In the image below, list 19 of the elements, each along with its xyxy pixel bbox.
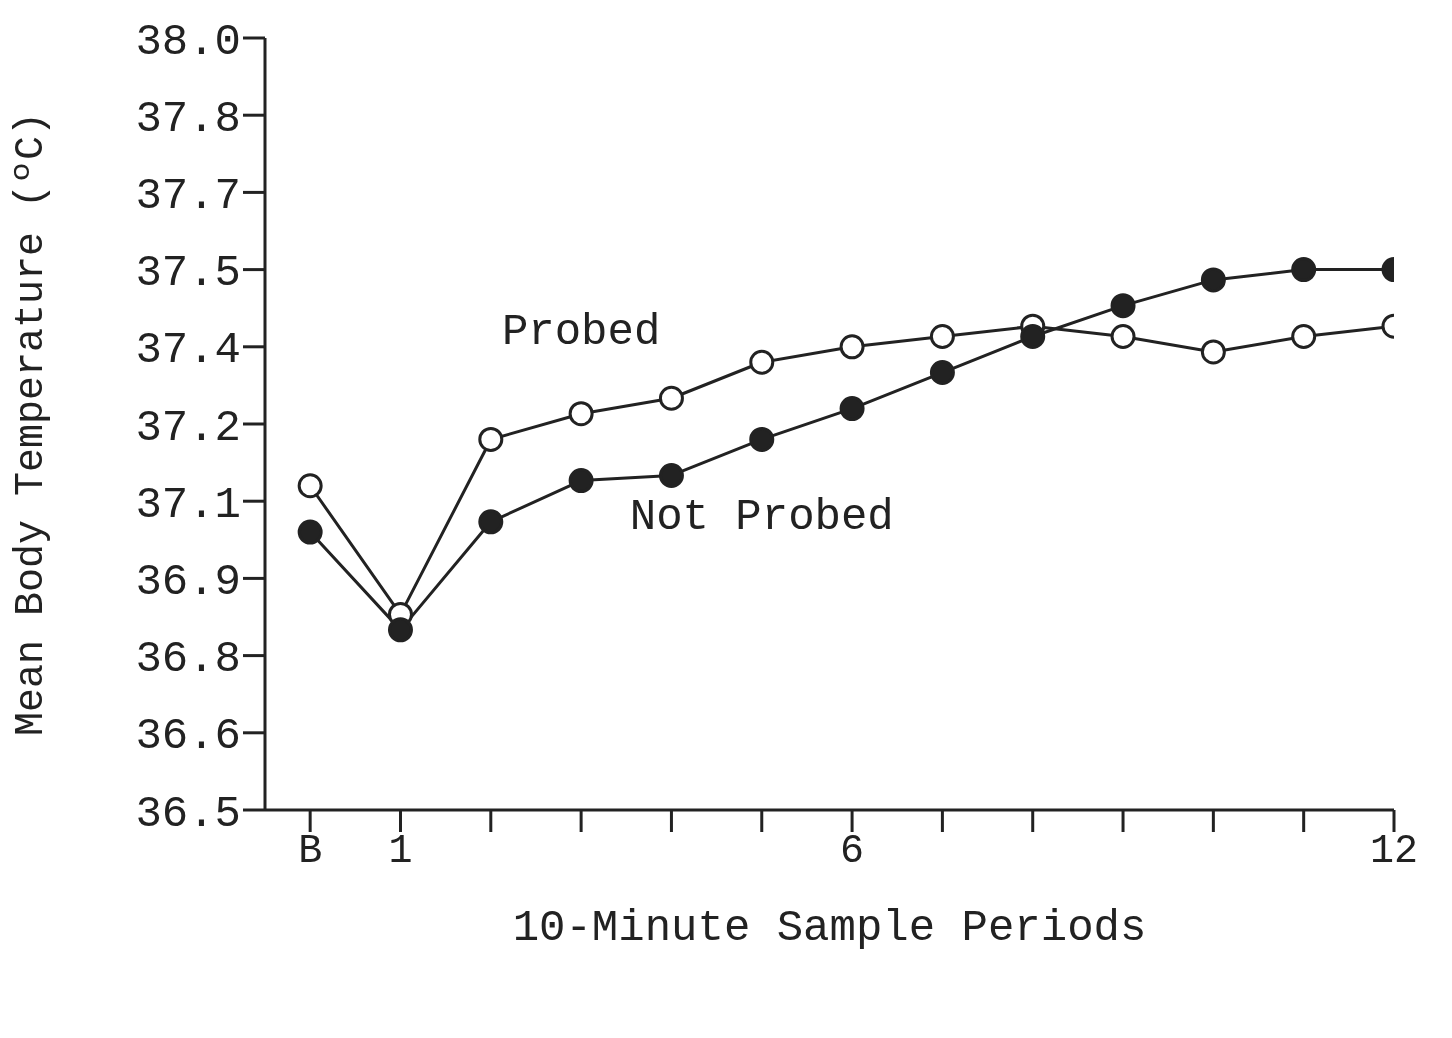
y-tick-label: 38.0 (135, 16, 241, 67)
y-tick-label: 37.2 (135, 402, 241, 453)
x-axis-title: 10-Minute Sample Periods (512, 903, 1147, 953)
x-tick-label: 1 (388, 829, 413, 875)
y-tick-label: 37.7 (135, 171, 241, 222)
x-tick-label: 12 (1369, 829, 1419, 875)
y-tick-label: 37.8 (135, 93, 241, 144)
x-tick-label: B (298, 829, 323, 875)
y-axis-title: Mean Body Temperature (ºC) (9, 111, 55, 737)
y-tick-label: 37.5 (135, 248, 241, 299)
y-tick-label: 37.4 (135, 325, 241, 376)
series-label: Probed (501, 306, 661, 357)
y-tick-label: 36.9 (135, 557, 241, 608)
y-tick-label: 36.8 (135, 634, 241, 685)
y-tick-label: 36.5 (135, 788, 241, 839)
x-tick-label: 6 (840, 829, 865, 875)
series-label: Not Probed (629, 492, 894, 543)
y-tick-label: 36.6 (135, 711, 241, 762)
y-tick-label: 37.1 (135, 479, 241, 530)
